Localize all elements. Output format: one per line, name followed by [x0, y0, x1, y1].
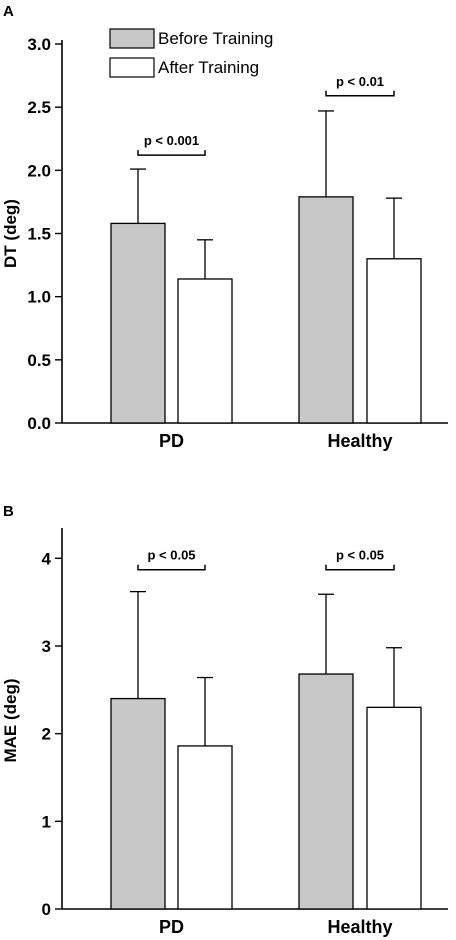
panel-a-y-tick-label: 1.5	[27, 225, 51, 244]
panel-a-x-tick-label: PD	[159, 431, 184, 451]
panel-a-letter: A	[3, 3, 14, 20]
panel-b-significance-label: p < 0.05	[147, 548, 195, 563]
panel-a-legend-label: Before Training	[158, 29, 273, 48]
panel-a-significance-bracket	[137, 150, 206, 156]
panel-a-bar-before-pd	[110, 222, 166, 424]
panel-a-x-tick-label: Healthy	[327, 431, 392, 451]
panel-b-bar-after-healthy	[366, 706, 422, 910]
panel-a-bar-after-healthy	[366, 258, 422, 424]
panel-b-significance-bracket	[325, 564, 395, 571]
panel-b-y-tick-label: 4	[42, 549, 52, 568]
panel-b-x-tick-label: PD	[159, 917, 184, 937]
panel-a-chart: 0.0 0.5 1.0 1.5 2.0 2.5 3.0 DT (deg) PD Healthy p …	[1, 28, 448, 451]
panel-b-y-tick-label: 1	[42, 812, 51, 831]
panel-a-y-tick-label: 2.5	[27, 98, 51, 117]
panel-b-bar-before-healthy	[298, 673, 354, 910]
panel-b-x-tick-label: Healthy	[327, 917, 392, 937]
panel-b-bar-before-pd	[110, 697, 166, 910]
panel-a-legend-swatch	[109, 28, 155, 49]
panel-a-y-tick-label: 0.0	[27, 414, 51, 433]
panel-b-bar-after-pd	[177, 745, 233, 910]
panel-b-significance-label: p < 0.05	[336, 548, 384, 563]
panel-a-significance-bracket	[325, 90, 395, 97]
panel-a-y-tick-label: 1.0	[27, 288, 51, 307]
panel-b-y-tick-label: 2	[42, 725, 51, 744]
panel-a-y-tick-label: 3.0	[27, 35, 51, 54]
panel-b-chart: 0 1 2 3 4 MAE (deg) PD Healthy p < 0.05 p < 0.05	[1, 528, 448, 937]
panel-a-y-tick-label: 0.5	[27, 351, 51, 370]
panel-a-significance-label: p < 0.01	[336, 74, 384, 89]
panel-a-significance-label: p < 0.001	[144, 133, 199, 148]
panel-b-letter: B	[3, 503, 14, 520]
panel-b-y-tick-label: 0	[42, 900, 51, 919]
panel-a-legend-label: After Training	[158, 58, 259, 77]
panel-a-legend-swatch	[109, 57, 155, 78]
panel-a-bar-after-pd	[177, 278, 233, 424]
panel-a-y-tick-label: 2.0	[27, 161, 51, 180]
panel-b-y-axis-label: MAE (deg)	[1, 678, 20, 762]
panel-b-y-tick-label: 3	[42, 637, 51, 656]
panel-a-y-axis-label: DT (deg)	[1, 199, 20, 268]
panel-a-bar-before-healthy	[298, 196, 354, 424]
panel-b-significance-bracket	[137, 564, 206, 571]
